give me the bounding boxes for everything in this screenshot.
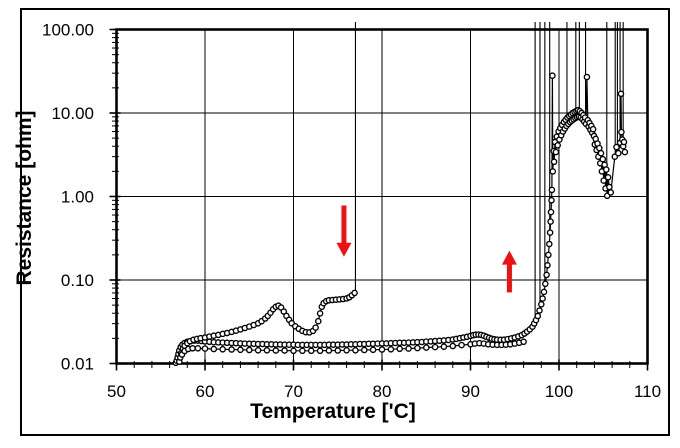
y-tick-label: 1.00 <box>61 188 94 207</box>
trip-arrow-down <box>336 205 352 257</box>
series-second-run-to-trip <box>176 289 358 365</box>
series-heating-run <box>172 72 629 367</box>
series-baseline-second-strand <box>178 338 527 358</box>
switch-arrow-up <box>501 250 517 293</box>
plot-border <box>115 28 649 365</box>
x-tick-label: 110 <box>634 382 661 401</box>
x-tick-label: 100 <box>545 382 573 401</box>
x-tick-label: 70 <box>284 382 303 401</box>
x-tick-label: 80 <box>373 382 392 401</box>
x-tick-label: 60 <box>196 382 215 401</box>
y-tick-label: 10.00 <box>51 104 94 123</box>
grid-lines <box>116 29 648 364</box>
x-tick-label: 50 <box>107 382 126 401</box>
y-tick-label: 0.01 <box>61 355 94 374</box>
x-tick-label: 90 <box>461 382 480 401</box>
x-axis-title: Temperature ['C] <box>250 400 416 423</box>
x-tick-labels: 50 60 70 80 90 100 110 <box>107 382 661 401</box>
y-tick-label: 100.00 <box>42 21 94 40</box>
offscale-spike-lines <box>354 22 624 323</box>
y-tick-label: 0.10 <box>61 271 94 290</box>
y-tick-labels: 100.00 10.00 1.00 0.10 0.01 <box>42 21 94 374</box>
y-axis-title: Resistance [ohm] <box>13 110 36 286</box>
